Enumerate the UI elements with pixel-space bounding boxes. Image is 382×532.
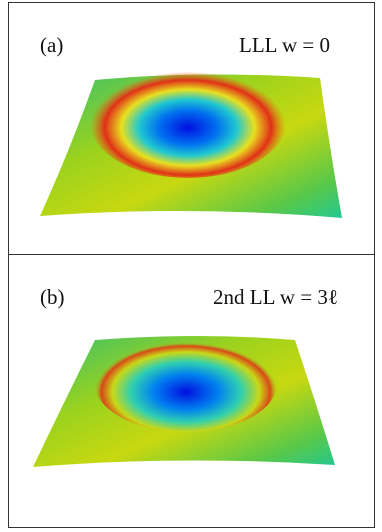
panel-b: (b) 2nd LL w = 3ℓ — [33, 285, 338, 467]
crater — [90, 66, 286, 178]
panel-caption: LLL w = 0 — [239, 33, 330, 57]
panel-caption: 2nd LL w = 3ℓ — [213, 285, 338, 309]
panel-label: (a) — [40, 33, 63, 57]
panel-label: (b) — [40, 285, 65, 309]
panel-a: (a) LLL w = 0 — [40, 33, 342, 218]
crater — [94, 332, 278, 432]
frame — [8, 2, 375, 528]
